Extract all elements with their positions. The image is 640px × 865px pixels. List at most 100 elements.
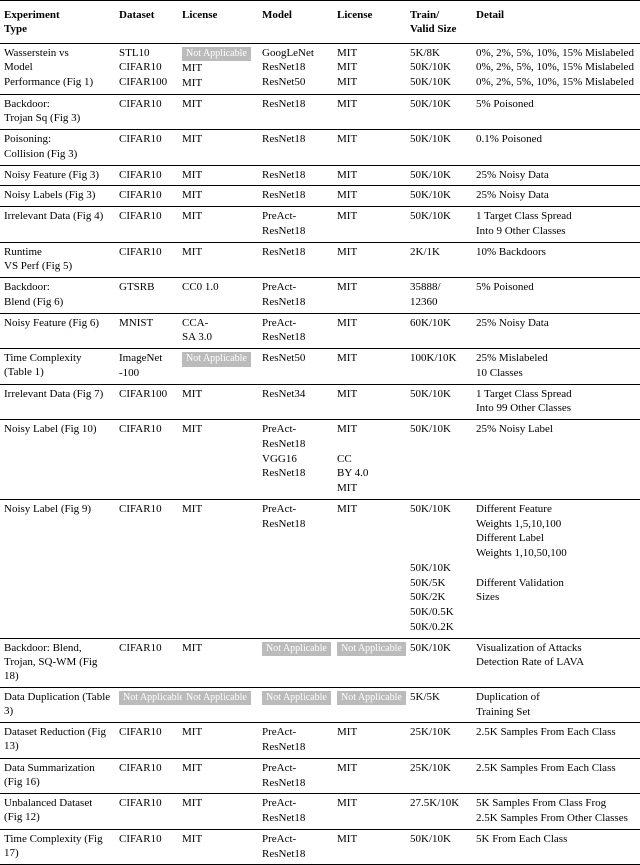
- table-row: Irrelevant Data (Fig 7)CIFAR100MITResNet…: [0, 384, 640, 420]
- table-cell: ResNet18: [258, 130, 333, 166]
- table-cell: PreAct-ResNet18: [258, 278, 333, 314]
- table-cell: Not ApplicableMITMIT: [178, 43, 258, 94]
- table-cell: ResNet18: [258, 165, 333, 186]
- table-cell: Different FeatureWeights 1,5,10,100Diffe…: [472, 499, 640, 638]
- table-cell: 50K/10K: [406, 420, 472, 500]
- table-cell: Noisy Feature (Fig 6): [0, 313, 115, 349]
- table-row: Backdoor:Blend (Fig 6)GTSRBCC0 1.0PreAct…: [0, 278, 640, 314]
- table-cell: MIT: [333, 130, 406, 166]
- table-cell: PreAct-ResNet18: [258, 794, 333, 830]
- column-header: ExperimentType: [0, 1, 115, 44]
- table-cell: MIT: [178, 186, 258, 207]
- table-cell: MIT: [178, 242, 258, 278]
- table-cell: Noisy Label (Fig 9): [0, 499, 115, 638]
- table-row: Noisy Label (Fig 9)CIFAR10MITPreAct-ResN…: [0, 499, 640, 638]
- table-cell: MIT: [178, 94, 258, 130]
- table-cell: MIT: [333, 794, 406, 830]
- table-cell: MIT: [333, 349, 406, 385]
- table-cell: 25% Noisy Data: [472, 186, 640, 207]
- table-row: Poisoning:Collision (Fig 3)CIFAR10MITRes…: [0, 130, 640, 166]
- table-row: Backdoor: Blend,Trojan, SQ-WM (Fig 18)CI…: [0, 638, 640, 687]
- table-cell: 50K/10K: [406, 94, 472, 130]
- table-cell: 50K/10K: [406, 130, 472, 166]
- table-cell: 50K/10K: [406, 384, 472, 420]
- table-cell: 1 Target Class SpreadInto 9 Other Classe…: [472, 207, 640, 243]
- table-cell: CIFAR100: [115, 384, 178, 420]
- table-cell: Backdoor:Trojan Sq (Fig 3): [0, 94, 115, 130]
- table-cell: MIT: [178, 829, 258, 865]
- table-cell: CIFAR10: [115, 242, 178, 278]
- table-cell: ResNet18: [258, 186, 333, 207]
- table-cell: CIFAR10: [115, 165, 178, 186]
- table-cell: ResNet50: [258, 349, 333, 385]
- table-cell: 100K/10K: [406, 349, 472, 385]
- table-cell: 50K/10K 50K/10K50K/5K50K/2K50K/0.5K50K/0…: [406, 499, 472, 638]
- table-cell: CIFAR10: [115, 186, 178, 207]
- table-cell: Unbalanced Dataset (Fig 12): [0, 794, 115, 830]
- table-cell: MIT: [178, 723, 258, 759]
- table-cell: 0.1% Poisoned: [472, 130, 640, 166]
- table-cell: CIFAR10: [115, 638, 178, 687]
- table-cell: GTSRB: [115, 278, 178, 314]
- column-header: Detail: [472, 1, 640, 44]
- table-cell: RuntimeVS Perf (Fig 5): [0, 242, 115, 278]
- table-cell: PreAct-ResNet18: [258, 723, 333, 759]
- table-cell: ImageNet-100: [115, 349, 178, 385]
- table-cell: Not Applicable: [258, 638, 333, 687]
- table-cell: PreAct-ResNet18VGG16ResNet18: [258, 420, 333, 500]
- table-row: Dataset Reduction (Fig 13)CIFAR10MITPreA…: [0, 723, 640, 759]
- table-cell: Backdoor:Blend (Fig 6): [0, 278, 115, 314]
- table-cell: PreAct-ResNet18: [258, 758, 333, 794]
- experiments-table: ExperimentTypeDatasetLicenseModelLicense…: [0, 0, 640, 865]
- table-cell: Data Summarization (Fig 16): [0, 758, 115, 794]
- table-cell: PreAct-ResNet18: [258, 313, 333, 349]
- table-cell: 50K/10K: [406, 829, 472, 865]
- table-cell: 50K/10K: [406, 165, 472, 186]
- table-cell: 2K/1K: [406, 242, 472, 278]
- table-row: RuntimeVS Perf (Fig 5)CIFAR10MITResNet18…: [0, 242, 640, 278]
- table-cell: Poisoning:Collision (Fig 3): [0, 130, 115, 166]
- table-row: Time Complexity (Table 1)ImageNet-100Not…: [0, 349, 640, 385]
- table-cell: Not Applicable: [333, 638, 406, 687]
- table-cell: STL10CIFAR10CIFAR100: [115, 43, 178, 94]
- table-cell: Noisy Feature (Fig 3): [0, 165, 115, 186]
- table-row: Unbalanced Dataset (Fig 12)CIFAR10 MITPre…: [0, 794, 640, 830]
- table-cell: MIT: [178, 207, 258, 243]
- table-cell: MIT: [333, 499, 406, 638]
- table-cell: ResNet18: [258, 242, 333, 278]
- not-applicable-badge: Not Applicable: [182, 352, 251, 367]
- table-row: Backdoor:Trojan Sq (Fig 3)CIFAR10MITResN…: [0, 94, 640, 130]
- table-cell: PreAct-ResNet18: [258, 499, 333, 638]
- table-cell: 25% Mislabeled10 Classes: [472, 349, 640, 385]
- table-cell: CIFAR10: [115, 794, 178, 830]
- table-cell: 5K Samples From Class Frog2.5K Samples F…: [472, 794, 640, 830]
- table-cell: MIT: [333, 758, 406, 794]
- table-cell: 25K/10K: [406, 758, 472, 794]
- table-cell: MIT: [178, 384, 258, 420]
- table-cell: ResNet18: [258, 94, 333, 130]
- table-cell: 27.5K/10K: [406, 794, 472, 830]
- table-cell: 25% Noisy Data: [472, 165, 640, 186]
- table-cell: Dataset Reduction (Fig 13): [0, 723, 115, 759]
- table-cell: Visualization of AttacksDetection Rate o…: [472, 638, 640, 687]
- table-cell: Backdoor: Blend,Trojan, SQ-WM (Fig 18): [0, 638, 115, 687]
- table-cell: Noisy Labels (Fig 3): [0, 186, 115, 207]
- table-row: Noisy Feature (Fig 3)CIFAR10MITResNet18M…: [0, 165, 640, 186]
- table-cell: CIFAR10: [115, 130, 178, 166]
- table-cell: 5% Poisoned: [472, 94, 640, 130]
- table-cell: MIT: [333, 313, 406, 349]
- not-applicable-badge: Not Applicable: [337, 642, 406, 657]
- table-row: Noisy Feature (Fig 6)MNISTCCA-SA 3.0PreA…: [0, 313, 640, 349]
- table-cell: MIT: [178, 130, 258, 166]
- table-cell: 2.5K Samples From Each Class: [472, 758, 640, 794]
- table-cell: CIFAR10: [115, 420, 178, 500]
- table-cell: 5K/8K50K/10K50K/10K: [406, 43, 472, 94]
- table-cell: MIT: [178, 638, 258, 687]
- not-applicable-badge: Not Applicable: [262, 642, 331, 657]
- table-cell: MIT: [333, 165, 406, 186]
- table-cell: 25K/10K: [406, 723, 472, 759]
- table-cell: GoogLeNetResNet18ResNet50: [258, 43, 333, 94]
- table-cell: CIFAR10: [115, 723, 178, 759]
- table-cell: MIT: [333, 242, 406, 278]
- table-row: Data Summarization (Fig 16)CIFAR10MITPre…: [0, 758, 640, 794]
